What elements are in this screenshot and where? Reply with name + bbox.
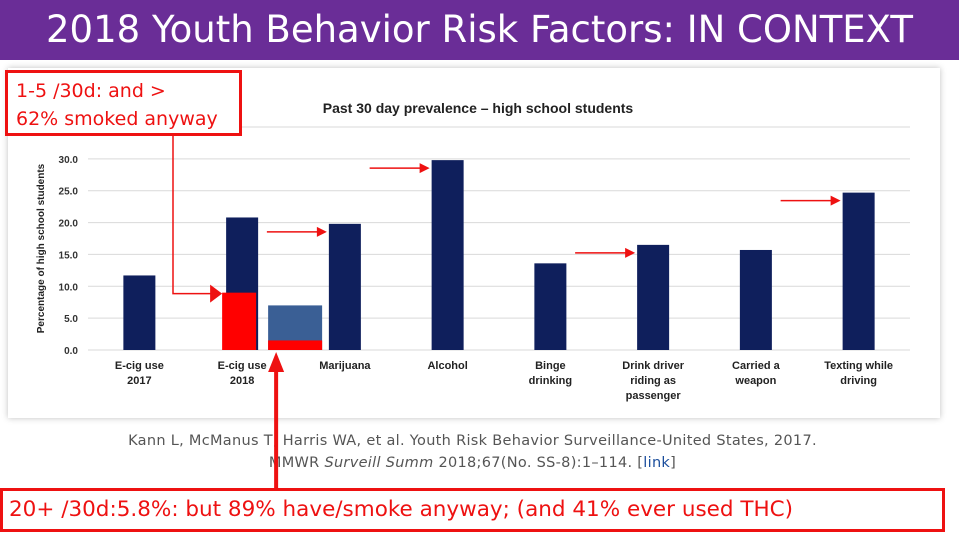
bar — [739, 249, 772, 350]
x-tick-label: E-cig use — [218, 360, 267, 372]
x-tick-label: drinking — [529, 375, 572, 387]
bar — [328, 223, 361, 350]
citation-link[interactable]: link — [643, 455, 671, 471]
citation: Kann L, McManus T, Harris WA, et al. You… — [0, 430, 945, 474]
bar — [123, 275, 156, 350]
y-tick-label: 5.0 — [64, 314, 78, 325]
x-tick-label: weapon — [734, 375, 776, 387]
y-tick-label: 20.0 — [59, 219, 79, 230]
bar — [431, 160, 464, 350]
x-tick-label: passenger — [626, 390, 682, 402]
y-tick-label: 15.0 — [59, 250, 79, 261]
title-bar — [0, 0, 959, 60]
overlay-blue-red-band — [268, 340, 323, 350]
y-axis-label: Percentage of high school students — [36, 163, 47, 333]
x-tick-label: 2017 — [127, 375, 151, 387]
overlay-red-bar — [222, 292, 257, 350]
callout-top: 1-5 /30d: and > 62% smoked anyway — [5, 70, 242, 136]
x-tick-label: Carried a — [732, 360, 781, 372]
x-tick-label: Drink driver — [622, 360, 684, 372]
x-tick-label: E-cig use — [115, 360, 164, 372]
citation-bracket: ] — [670, 455, 677, 471]
y-tick-label: 0.0 — [64, 346, 78, 357]
callout-top-line-1: 1-5 /30d: and > — [16, 80, 166, 102]
citation-journal-italic: Surveill Summ — [324, 455, 434, 471]
callout-top-line-2: 62% smoked anyway — [16, 108, 218, 130]
x-tick-label: Marijuana — [319, 360, 371, 372]
slide-title: 2018 Youth Behavior Risk Factors: IN CON… — [46, 8, 913, 51]
citation-line-1: Kann L, McManus T, Harris WA, et al. You… — [128, 433, 817, 449]
citation-volume: 2018;67(No. SS-8):1–114. [ — [433, 455, 644, 471]
citation-journal: MMWR — [268, 455, 325, 471]
x-tick-label: 2018 — [230, 375, 254, 387]
bar — [842, 192, 875, 350]
bar-chart: Past 30 day prevalence – high school stu… — [36, 100, 910, 402]
bar — [637, 244, 670, 350]
y-tick-label: 30.0 — [59, 155, 79, 166]
y-tick-label: 10.0 — [59, 282, 79, 293]
x-tick-label: Alcohol — [427, 360, 467, 372]
x-tick-label: riding as — [630, 375, 676, 387]
x-tick-label: Texting while — [824, 360, 893, 372]
x-tick-label: Binge — [535, 360, 566, 372]
bar — [534, 263, 567, 350]
x-tick-label: driving — [840, 375, 877, 387]
y-tick-label: 25.0 — [59, 187, 79, 198]
chart-title: Past 30 day prevalence – high school stu… — [323, 100, 634, 116]
callout-bottom: 20+ /30d:5.8%: but 89% have/smoke anyway… — [0, 488, 945, 532]
citation-line-2: MMWR Surveill Summ 2018;67(No. SS-8):1–1… — [0, 452, 945, 474]
